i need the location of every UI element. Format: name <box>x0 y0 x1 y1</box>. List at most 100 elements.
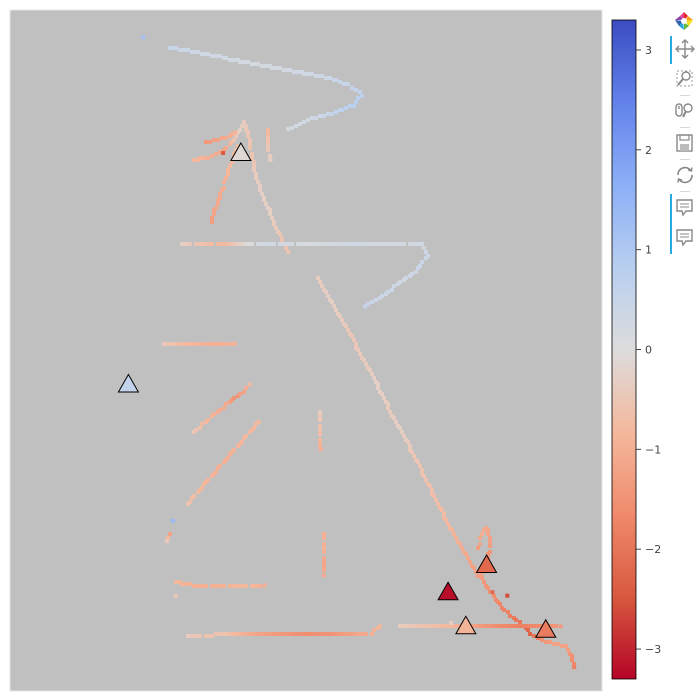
track-cell <box>320 74 324 78</box>
track-cell <box>192 50 196 54</box>
bokeh-logo[interactable] <box>668 8 700 34</box>
track-cell <box>290 242 294 246</box>
track-cell <box>268 632 272 636</box>
triangle-marker[interactable] <box>230 142 252 162</box>
track-cell <box>210 342 214 346</box>
track-cell <box>230 132 234 136</box>
track-cell <box>206 342 210 346</box>
track-cell <box>260 64 264 68</box>
track-cell <box>410 624 414 628</box>
track-cell <box>324 76 328 80</box>
colorbar-tick-label: 0 <box>645 344 652 357</box>
track-cell <box>514 624 518 628</box>
track-cell <box>358 352 362 356</box>
track-cell <box>240 632 244 636</box>
track-cell <box>210 54 214 58</box>
track-cell <box>266 128 270 132</box>
track-cell <box>272 242 276 246</box>
track-cell <box>232 448 236 452</box>
hover-icon <box>676 229 693 247</box>
pan-tool[interactable] <box>668 36 700 62</box>
track-cell <box>216 202 220 206</box>
track-cell <box>422 624 426 628</box>
track-cell <box>192 494 196 498</box>
track-cell <box>368 242 372 246</box>
track-cell <box>174 580 178 584</box>
track-cell <box>476 574 480 578</box>
track-cell <box>278 232 282 236</box>
hover-tool-1[interactable] <box>668 194 700 220</box>
track-cell <box>318 432 322 436</box>
triangle-marker[interactable] <box>475 554 498 574</box>
track-cell <box>226 456 230 460</box>
track-cell <box>232 58 236 62</box>
track-cell <box>482 624 486 628</box>
track-cell <box>572 665 577 670</box>
track-cell <box>356 96 360 100</box>
track-cell <box>354 342 358 346</box>
triangle-marker[interactable] <box>454 615 477 635</box>
track-cell <box>434 498 438 502</box>
track-cell <box>452 532 456 536</box>
track-cell <box>322 550 326 554</box>
wheel-zoom-tool[interactable] <box>668 98 700 124</box>
hover-tool-2[interactable] <box>668 224 700 250</box>
track-cell <box>398 242 402 246</box>
track-cell <box>266 132 270 136</box>
track-cell <box>348 104 352 108</box>
track-cell <box>164 539 169 544</box>
track-cell <box>268 157 273 162</box>
track-cell <box>258 184 262 188</box>
track-cell <box>302 72 306 76</box>
triangle-marker[interactable] <box>437 581 459 601</box>
track-cell <box>266 136 270 140</box>
triangle-marker[interactable] <box>117 373 140 393</box>
track-cell <box>250 156 254 160</box>
track-cell <box>326 294 330 298</box>
track-cell <box>184 242 188 246</box>
track-cell <box>232 396 236 400</box>
track-cell <box>254 584 258 588</box>
track-cell <box>328 632 332 636</box>
box-zoom-tool[interactable] <box>668 66 700 92</box>
track-cell <box>474 570 478 574</box>
track-cell <box>406 440 410 444</box>
plot-area[interactable] <box>9 9 603 692</box>
track-cell <box>422 474 426 478</box>
triangle-marker[interactable] <box>534 618 557 638</box>
track-cell <box>224 176 228 180</box>
track-cell <box>321 573 326 578</box>
track-cell <box>204 140 208 144</box>
save-tool[interactable] <box>668 130 700 156</box>
track-cell <box>332 242 336 246</box>
track-cell <box>206 156 210 160</box>
track-cell <box>338 108 342 112</box>
track-cell <box>246 130 250 134</box>
track-cell <box>322 542 326 546</box>
track-cell <box>426 624 430 628</box>
data-point <box>170 518 175 523</box>
track-cell <box>222 186 226 190</box>
track-cell <box>408 274 412 278</box>
track-cell <box>294 124 298 128</box>
reset-tool[interactable] <box>668 162 700 188</box>
track-cell <box>374 298 378 302</box>
track-cell <box>300 242 304 246</box>
track-cell <box>174 46 178 50</box>
track-cell <box>218 464 222 468</box>
track-cell <box>256 62 260 66</box>
track-cell <box>272 222 276 226</box>
track-cell <box>420 242 424 246</box>
track-cell <box>188 500 192 504</box>
track-cell <box>376 386 380 390</box>
track-cell <box>532 634 536 638</box>
track-cell <box>318 414 322 418</box>
track-cell <box>386 242 390 246</box>
track-cell <box>318 428 322 432</box>
track-cell <box>254 172 258 176</box>
track-cell <box>322 568 326 572</box>
track-cell <box>178 342 182 346</box>
track-cell <box>332 632 336 636</box>
track-cell <box>292 70 296 74</box>
track-cell <box>450 528 454 532</box>
